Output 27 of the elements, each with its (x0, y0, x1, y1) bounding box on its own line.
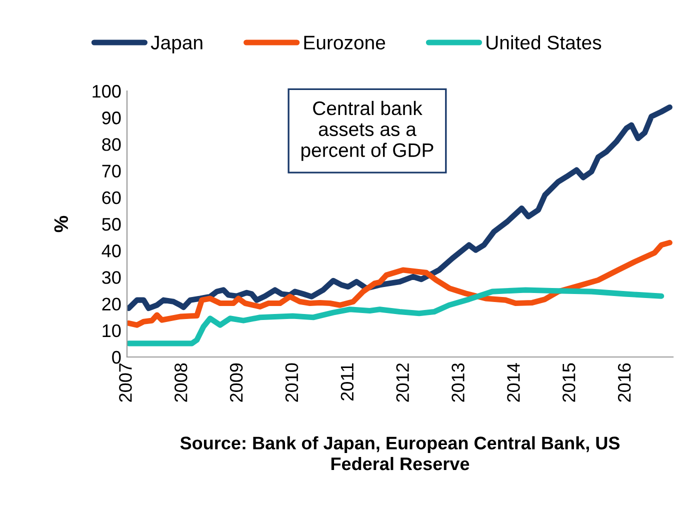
x-tick-label: 2014 (507, 363, 520, 402)
x-tick-label: 2008 (174, 363, 188, 402)
x-tick-label: 2013 (452, 363, 464, 402)
x-tick-label: 2012 (396, 363, 410, 402)
y-tick-label: 50 (102, 218, 121, 231)
y-tick-label: 80 (102, 138, 121, 151)
y-tick-label: 30 (102, 271, 121, 284)
x-tick-label: 2016 (618, 363, 631, 402)
y-tick-label: 20 (102, 298, 121, 311)
y-tick-label: 0 (112, 350, 121, 364)
y-tick-label: 10 (102, 324, 121, 338)
x-tick-label: 2009 (230, 363, 243, 402)
y-tick-label: 90 (102, 112, 121, 124)
x-tick-label: 2015 (562, 363, 576, 402)
legend-label: Japan (150, 36, 202, 54)
y-tick-label: 70 (102, 164, 121, 178)
legend-label: Eurozone (304, 36, 386, 50)
y-tick-label: 40 (102, 244, 121, 258)
annotation: Central bank assets as a percent of GDP (301, 100, 434, 161)
y-tick-label: 60 (102, 191, 121, 204)
x-tick-label: 2011 (340, 363, 354, 400)
y-tick-label: 100 (92, 84, 121, 98)
x-tick-label: 2007 (119, 363, 132, 402)
source-note: Source: Bank of Japan, European Central Bank, US Federal Reserve (180, 436, 620, 470)
x-tick-label: 2010 (285, 363, 298, 402)
legend-label: United States (486, 35, 602, 50)
y-axis-title: % (54, 216, 68, 232)
